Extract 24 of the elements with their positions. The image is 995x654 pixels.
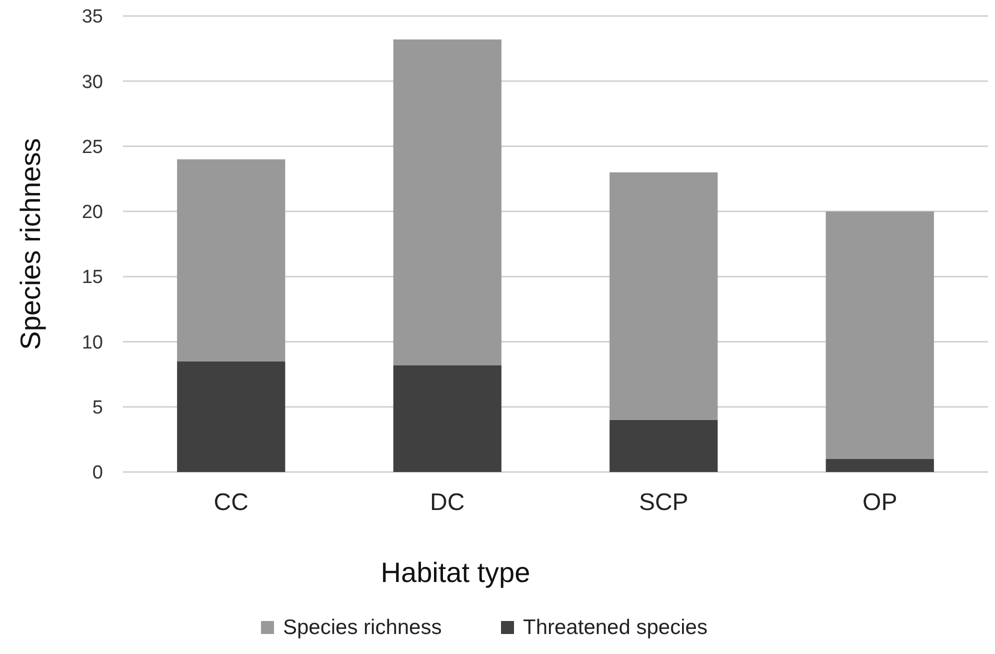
legend-label: Species richness (283, 616, 442, 639)
y-tick-label: 35 (82, 6, 103, 28)
bar (393, 39, 502, 366)
legend-label: Threatened species (523, 616, 708, 639)
bar (610, 172, 718, 420)
x-tick-label: SCP (638, 489, 688, 516)
y-tick-label: 10 (82, 332, 103, 354)
y-tick-label: 5 (92, 398, 103, 419)
y-axis-title: Species richness (15, 138, 46, 350)
bar (826, 458, 934, 472)
y-tick-label: 25 (82, 136, 103, 158)
bar (826, 211, 934, 459)
x-tick-label: DC (430, 489, 465, 516)
x-axis-title: Habitat type (380, 557, 530, 588)
y-tick-label: 30 (82, 72, 103, 93)
bar (177, 361, 286, 472)
x-tick-label: OP (862, 489, 898, 516)
bar (610, 420, 718, 472)
bar (177, 159, 286, 362)
y-tick-label: 20 (82, 202, 103, 224)
x-tick-label: CC (214, 489, 248, 516)
y-tick-label: 15 (82, 267, 103, 288)
y-tick-label: 0 (92, 462, 103, 484)
bar (393, 365, 502, 472)
